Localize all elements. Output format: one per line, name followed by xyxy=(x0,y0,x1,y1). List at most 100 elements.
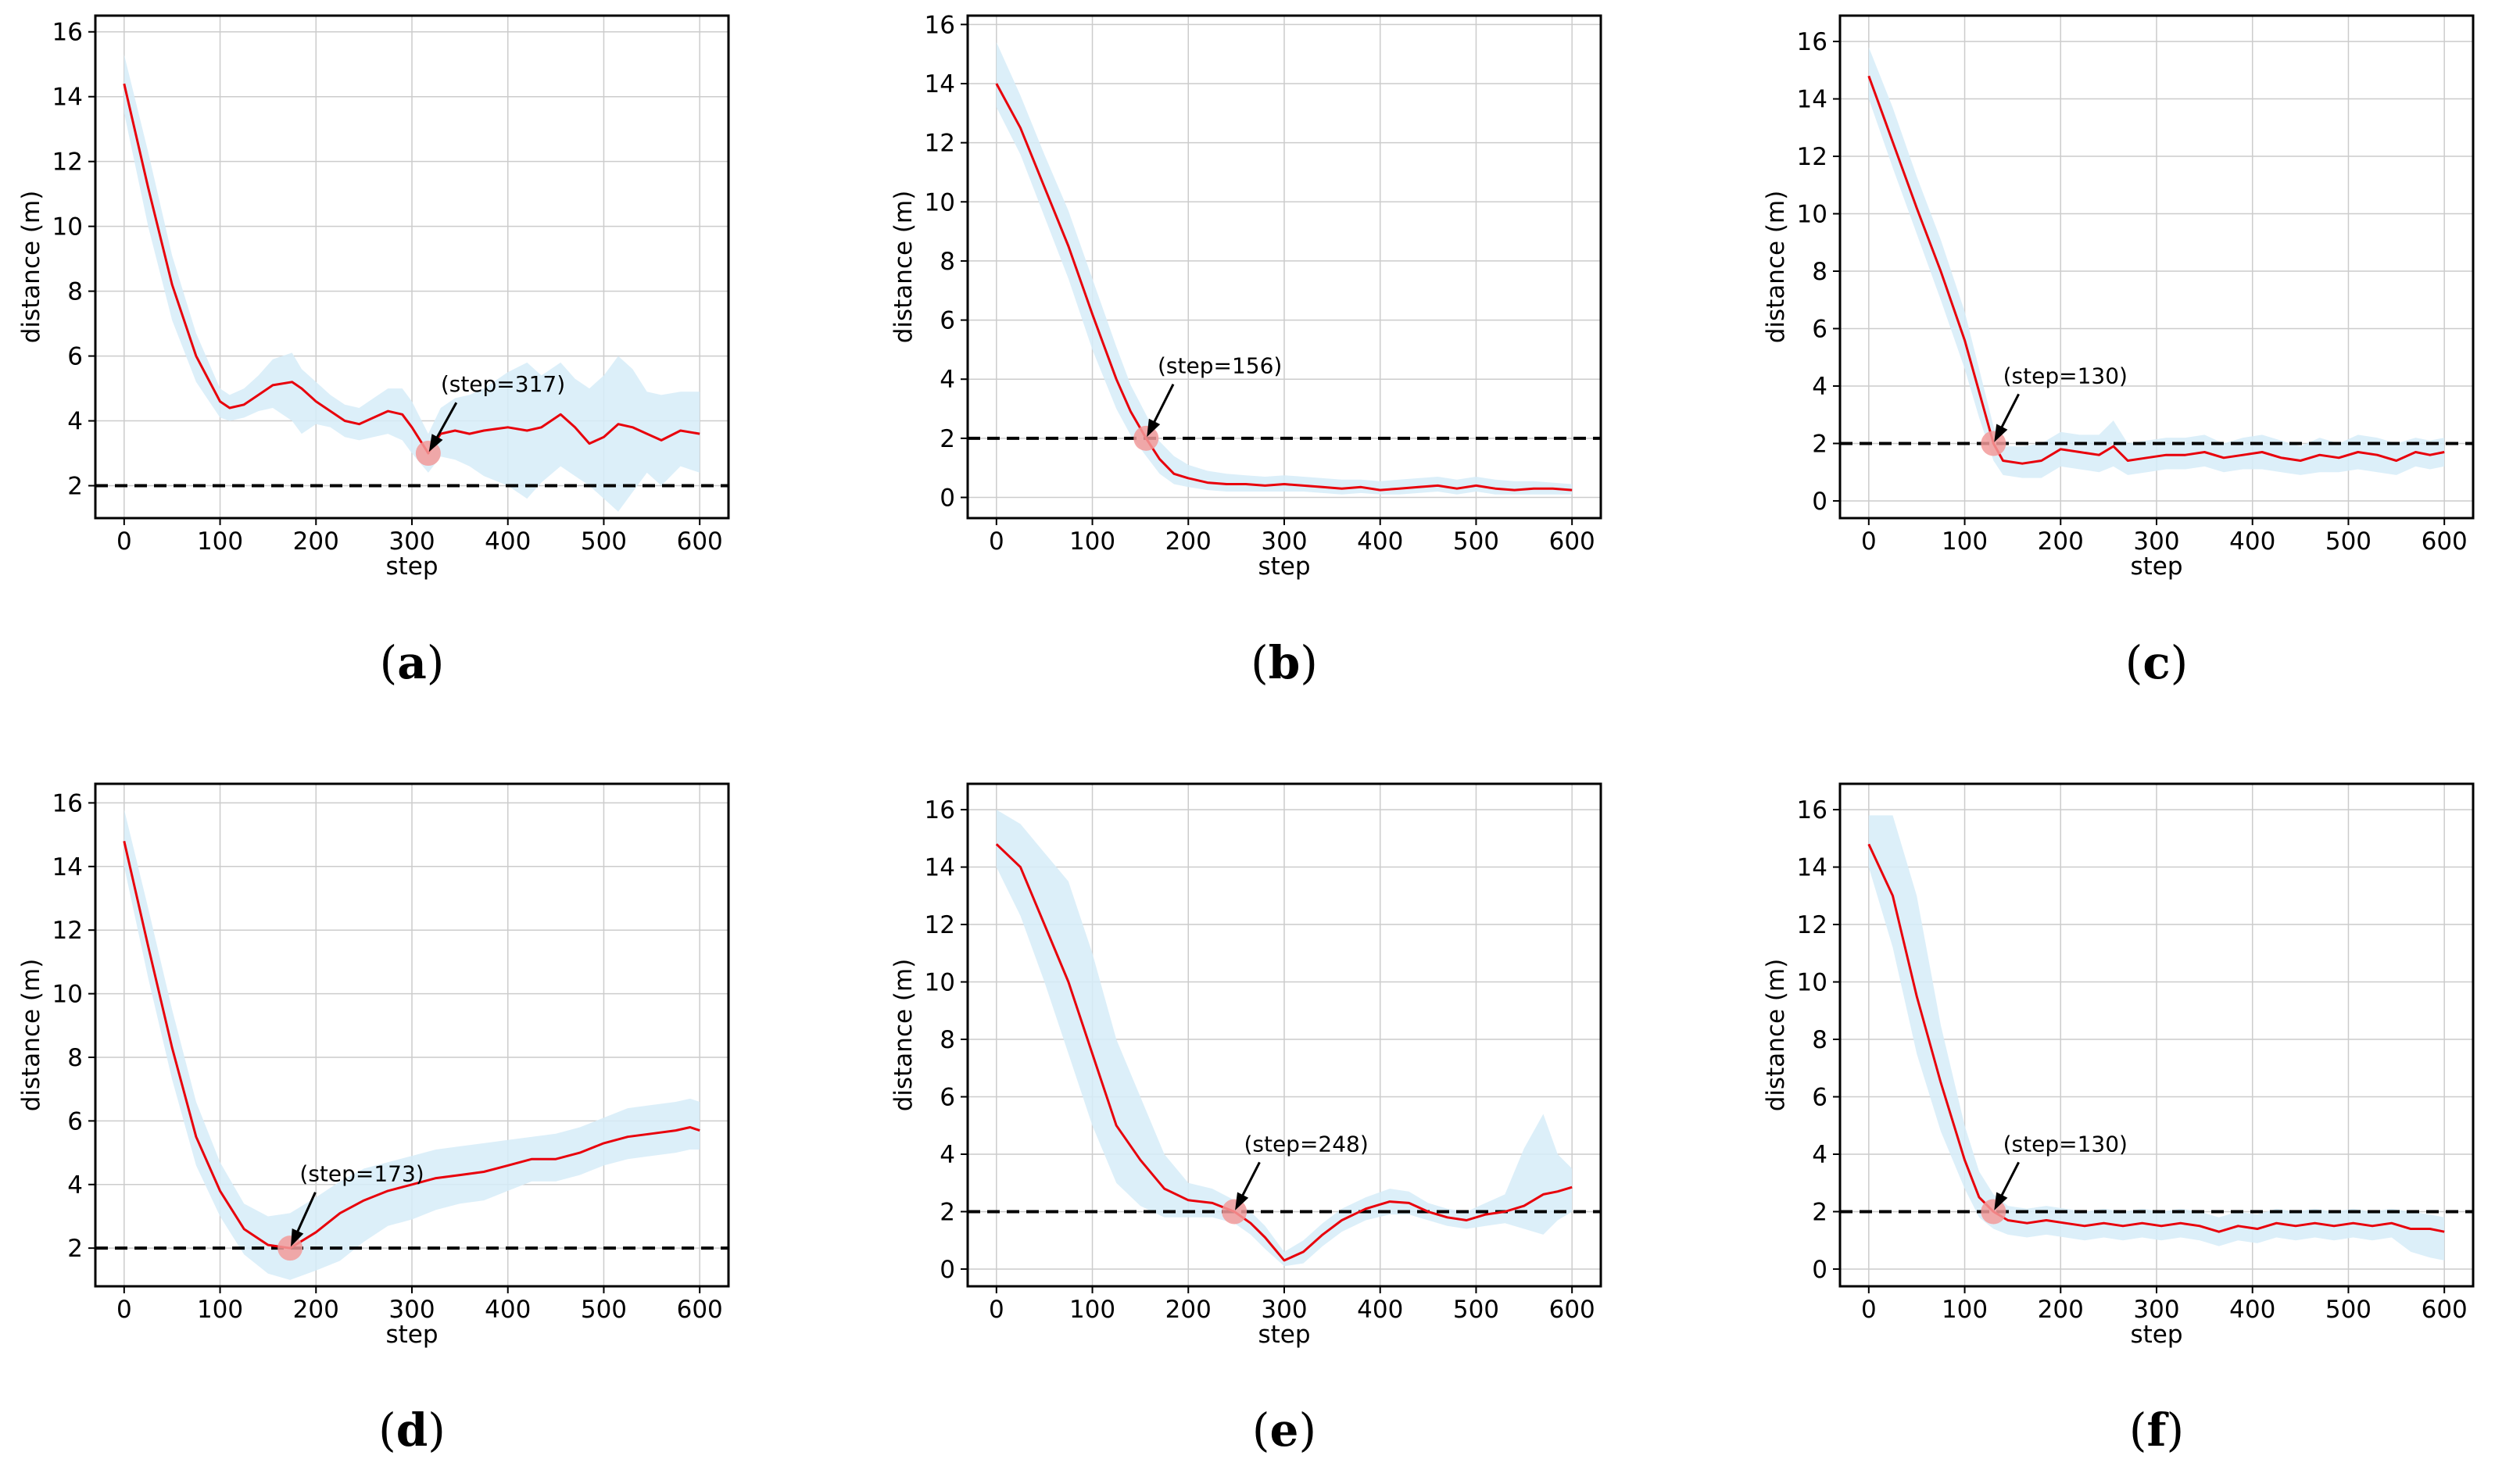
mean-distance-line xyxy=(123,840,700,1250)
caption-letter: a xyxy=(397,636,427,689)
y-tick-label: 6 xyxy=(67,1107,83,1135)
x-tick-label: 0 xyxy=(116,1296,132,1324)
confidence-band xyxy=(123,54,700,512)
x-tick-label: 100 xyxy=(1942,1296,1988,1324)
y-tick-label: 10 xyxy=(925,188,955,216)
y-tick-label: 12 xyxy=(925,130,955,158)
chart-panel-c: (step=130) 0 100 200 300 400 500 600 0 2 4 6 8 10 12 14… xyxy=(1762,14,2475,689)
y-tick-label: 4 xyxy=(940,1141,955,1169)
x-tick-label: 200 xyxy=(1165,1296,1212,1324)
annotation-arrow xyxy=(1151,383,1175,428)
x-tick-label: 100 xyxy=(197,527,243,556)
x-tick-label: 300 xyxy=(388,1296,435,1324)
x-tick-label: 300 xyxy=(1261,1296,1307,1324)
annotation-arrow xyxy=(1998,1161,2020,1201)
mean-distance-line xyxy=(1867,75,2445,465)
y-tick-label: 10 xyxy=(1797,969,1827,997)
confidence-band xyxy=(123,809,700,1280)
annotation-label: (step=248) xyxy=(1244,1131,1368,1157)
y-tick-label: 6 xyxy=(67,343,83,371)
x-tick-label: 500 xyxy=(581,527,627,556)
threshold-crossing-marker xyxy=(1133,425,1159,451)
caption-letter: e xyxy=(1270,1404,1299,1457)
annotation-arrowhead xyxy=(1235,1192,1249,1210)
y-tick-label: 14 xyxy=(1797,86,1827,114)
x-tick-label: 300 xyxy=(388,527,435,556)
x-tick-label: 600 xyxy=(1549,1296,1595,1324)
y-tick-label: 2 xyxy=(1812,1198,1827,1226)
y-tick-label: 0 xyxy=(940,1256,955,1284)
x-axis-label: step xyxy=(2130,1321,2182,1349)
x-tick-label: 0 xyxy=(989,527,1004,556)
x-tick-label: 300 xyxy=(2133,527,2179,556)
mean-distance-line xyxy=(995,843,1573,1262)
chart-panel-a: (step=317) 0 100 200 300 400 500 600 2 4 6 8 10 12 14 1… xyxy=(17,14,730,689)
y-tick-label: 16 xyxy=(925,11,955,39)
y-axis-label: distance (m) xyxy=(890,959,918,1112)
caption-letter: d xyxy=(396,1404,428,1457)
x-tick-label: 200 xyxy=(293,1296,339,1324)
threshold-crossing-marker xyxy=(1222,1199,1248,1225)
y-tick-label: 2 xyxy=(67,473,83,501)
y-tick-label: 10 xyxy=(1797,201,1827,229)
annotation-label: (step=317) xyxy=(441,371,565,397)
chart-panel-e: (step=248) 0 100 200 300 400 500 600 0 2 4 6 8 10 12 14… xyxy=(890,782,1602,1457)
annotation-arrowhead xyxy=(428,434,443,452)
x-tick-label: 100 xyxy=(1069,1296,1115,1324)
x-tick-label: 200 xyxy=(1165,527,1212,556)
subfigure-caption: (e) xyxy=(1252,1404,1316,1457)
y-axis-label: distance (m) xyxy=(17,191,45,344)
y-tick-label: 10 xyxy=(52,981,83,1009)
subfigure-caption: (a) xyxy=(380,636,445,689)
y-tick-label: 16 xyxy=(925,796,955,824)
y-tick-label: 10 xyxy=(52,213,83,241)
x-axis-label: step xyxy=(385,552,438,581)
y-tick-label: 4 xyxy=(67,408,83,436)
y-tick-label: 12 xyxy=(52,148,83,177)
subfigure-caption: (b) xyxy=(1251,636,1318,689)
subfigure-caption: (d) xyxy=(378,1404,446,1457)
y-tick-label: 4 xyxy=(1812,1141,1827,1169)
y-tick-label: 14 xyxy=(925,854,955,882)
x-tick-label: 400 xyxy=(2229,1296,2275,1324)
confidence-band xyxy=(996,810,1573,1267)
y-axis-label: distance (m) xyxy=(1762,191,1790,344)
y-tick-label: 0 xyxy=(1812,488,1827,516)
x-tick-label: 100 xyxy=(1942,527,1988,556)
y-tick-label: 2 xyxy=(67,1235,83,1263)
y-tick-label: 4 xyxy=(1812,373,1827,401)
annotation-arrow xyxy=(1239,1161,1261,1201)
chart-panel-f: (step=130) 0 100 200 300 400 500 600 0 2 4 6 8 10 12 14… xyxy=(1762,782,2475,1457)
y-tick-label: 12 xyxy=(925,911,955,939)
x-tick-label: 0 xyxy=(1861,527,1877,556)
annotation-arrow xyxy=(1998,393,2020,433)
y-tick-label: 2 xyxy=(940,1198,955,1226)
y-tick-label: 12 xyxy=(52,917,83,945)
x-tick-label: 400 xyxy=(485,527,531,556)
x-axis-label: step xyxy=(1258,1321,1310,1349)
annotation-label: (step=173) xyxy=(299,1161,424,1187)
y-tick-label: 8 xyxy=(1812,258,1827,286)
x-tick-label: 600 xyxy=(677,1296,723,1324)
y-tick-label: 4 xyxy=(67,1171,83,1200)
x-axis-label: step xyxy=(385,1321,438,1349)
x-tick-label: 500 xyxy=(1453,527,1499,556)
x-tick-label: 0 xyxy=(116,527,132,556)
y-tick-label: 6 xyxy=(1812,315,1827,343)
mean-distance-line xyxy=(123,83,700,455)
y-tick-label: 0 xyxy=(940,485,955,513)
subfigure-caption: (c) xyxy=(2125,636,2189,689)
x-axis-label: step xyxy=(2130,552,2182,581)
y-tick-label: 12 xyxy=(1797,143,1827,171)
y-tick-label: 16 xyxy=(1797,796,1827,824)
x-tick-label: 300 xyxy=(1261,527,1307,556)
x-tick-label: 100 xyxy=(197,1296,243,1324)
y-tick-label: 0 xyxy=(1812,1256,1827,1284)
x-tick-label: 200 xyxy=(2038,527,2084,556)
annotation-label: (step=156) xyxy=(1158,353,1282,379)
x-tick-label: 500 xyxy=(1453,1296,1499,1324)
y-tick-label: 2 xyxy=(1812,430,1827,458)
y-axis-label: distance (m) xyxy=(17,959,45,1112)
y-axis-label: distance (m) xyxy=(890,191,918,344)
